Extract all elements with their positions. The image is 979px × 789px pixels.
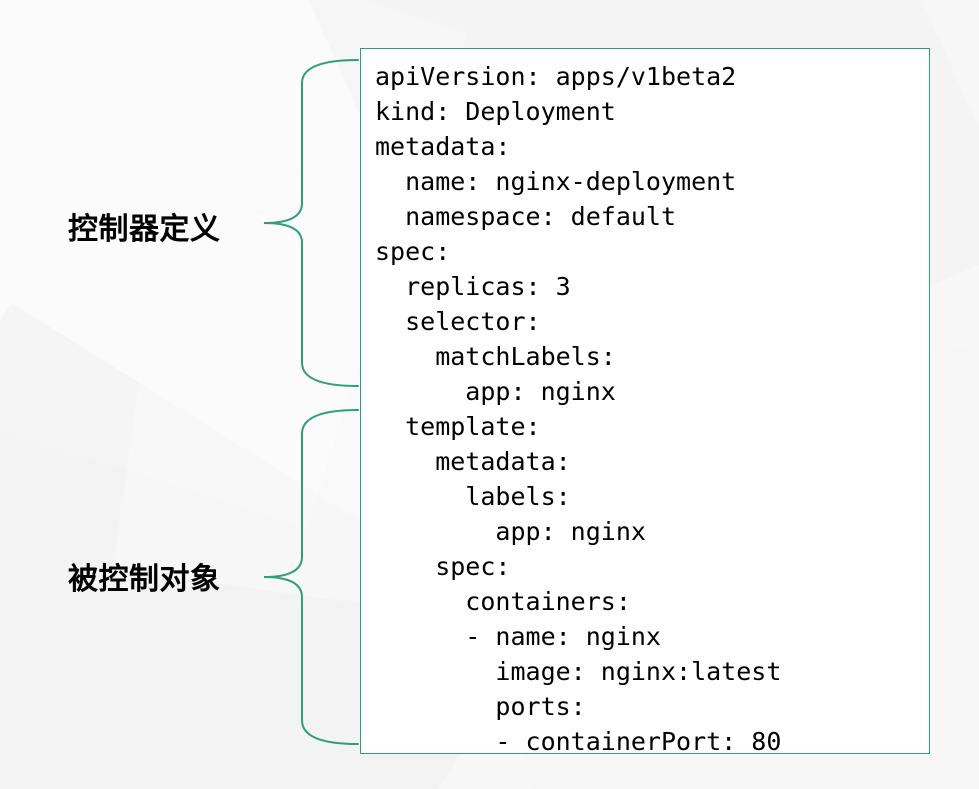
section-label-controlled-object: 被控制对象 xyxy=(68,554,221,598)
brace-path xyxy=(264,60,358,386)
brace-controller-definition xyxy=(260,58,360,388)
yaml-code: apiVersion: apps/v1beta2 kind: Deploymen… xyxy=(375,59,929,759)
yaml-code-box: apiVersion: apps/v1beta2 kind: Deploymen… xyxy=(360,48,930,754)
section-label-controller-definition: 控制器定义 xyxy=(68,204,221,248)
diagram-stage: 控制器定义 被控制对象 apiVersion: apps/v1beta2 kin… xyxy=(0,0,979,789)
brace-controlled-object xyxy=(260,408,360,746)
brace-path xyxy=(264,410,358,744)
